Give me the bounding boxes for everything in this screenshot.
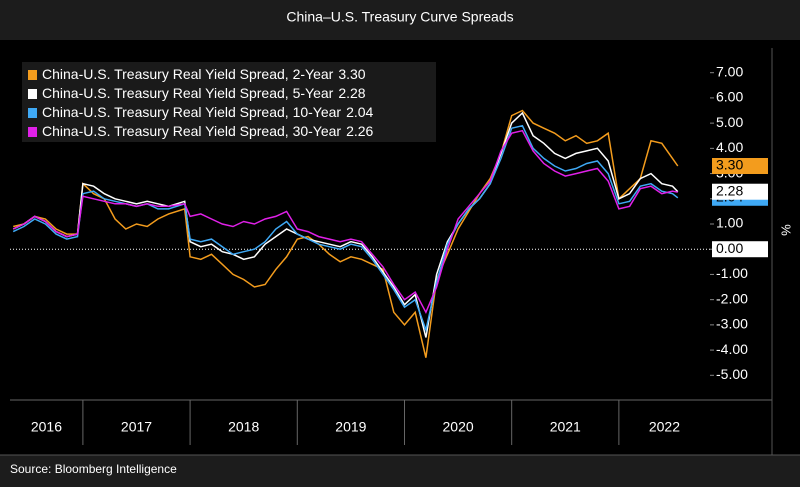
y-tick-label: -3.00	[716, 316, 748, 332]
y-tick-label: 5.00	[716, 114, 743, 130]
y-tick-highlight	[712, 241, 768, 258]
series-line	[12, 111, 679, 338]
y-tick-label: -2.00	[716, 290, 748, 306]
legend-entry: China-U.S. Treasury Real Yield Spread, 1…	[42, 104, 374, 120]
legend-name: China-U.S. Treasury Real Yield Spread, 5…	[42, 85, 334, 101]
legend-box	[22, 62, 436, 142]
legend-swatch	[28, 89, 37, 99]
y-axis-label: %	[779, 224, 794, 236]
legend-swatch	[28, 70, 37, 80]
legend-swatch	[28, 127, 37, 137]
x-tick-label: 2018	[228, 419, 259, 435]
legend-entry: China-U.S. Treasury Real Yield Spread, 3…	[42, 123, 374, 139]
y-tick-label: 7.00	[716, 63, 743, 79]
x-tick-label: 2016	[31, 419, 62, 435]
legend-entry: China-U.S. Treasury Real Yield Spread, 5…	[42, 85, 366, 101]
legend-entry: China-U.S. Treasury Real Yield Spread, 2…	[42, 66, 366, 82]
legend-last-value: 2.26	[346, 123, 373, 139]
footer-bar	[0, 455, 800, 487]
last-value-label: 2.28	[716, 182, 743, 198]
source-note: Source: Bloomberg Intelligence	[10, 462, 177, 476]
series-line	[12, 124, 679, 333]
last-value-tag	[712, 183, 768, 200]
y-tick-label: 0.00	[716, 240, 743, 256]
y-tick-label: -5.00	[716, 366, 748, 382]
chart-title: China–U.S. Treasury Curve Spreads	[286, 9, 513, 25]
legend-name: China-U.S. Treasury Real Yield Spread, 1…	[42, 104, 341, 120]
legend-last-value: 2.04	[346, 104, 373, 120]
y-tick-label: -1.00	[716, 265, 748, 281]
y-tick-label: 1.00	[716, 215, 743, 231]
legend-swatch	[28, 108, 37, 118]
legend-last-value: 2.28	[338, 85, 365, 101]
y-tick-label: -4.00	[716, 341, 748, 357]
series-line	[13, 109, 679, 358]
y-tick-label: 6.00	[716, 89, 743, 105]
series-line	[12, 129, 678, 315]
legend-last-value: 3.30	[338, 66, 365, 82]
last-value-label: 3.30	[716, 157, 743, 173]
legend-name: China-U.S. Treasury Real Yield Spread, 2…	[42, 66, 334, 82]
x-tick-label: 2019	[335, 419, 366, 435]
last-value-tag	[712, 158, 768, 174]
header-bar	[0, 0, 800, 40]
x-tick-label: 2017	[121, 419, 152, 435]
y-tick-label: 4.00	[716, 139, 743, 155]
x-tick-label: 2022	[649, 419, 680, 435]
x-tick-label: 2020	[443, 419, 474, 435]
x-tick-label: 2021	[550, 419, 581, 435]
legend-name: China-U.S. Treasury Real Yield Spread, 3…	[42, 123, 341, 139]
